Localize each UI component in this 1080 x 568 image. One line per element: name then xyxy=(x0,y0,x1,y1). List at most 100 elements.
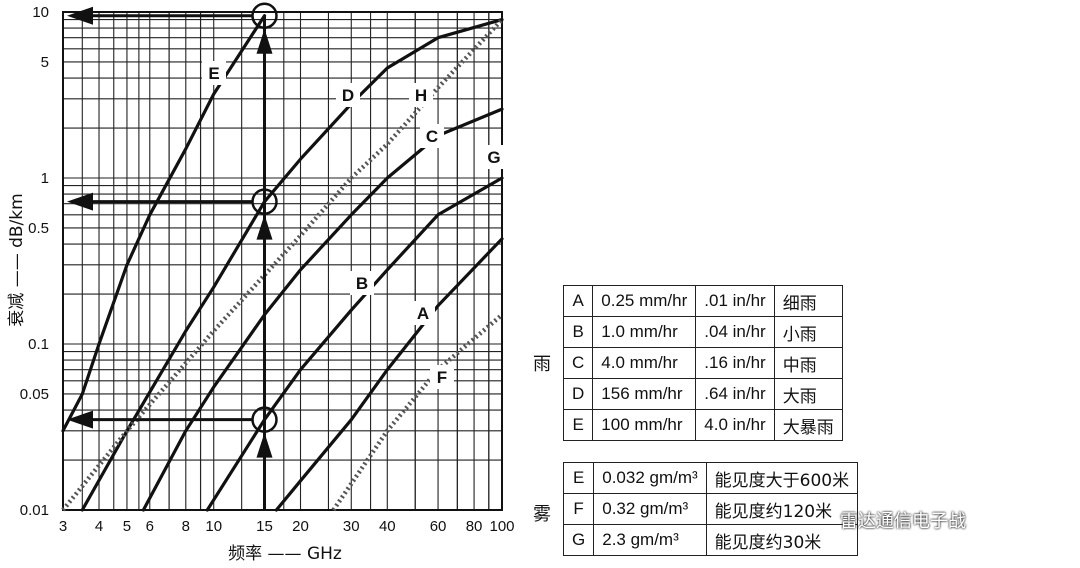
table-cell: 0.25 mm/hr xyxy=(592,285,697,317)
x-tick-label: 40 xyxy=(379,518,396,535)
x-tick-label: 10 xyxy=(205,518,222,535)
curve-d xyxy=(80,18,504,512)
curve-a xyxy=(274,237,504,512)
table-cell: A xyxy=(562,285,594,317)
marker-circle xyxy=(251,188,278,215)
table-cell: F xyxy=(562,493,595,525)
table-cell: E xyxy=(562,409,594,441)
table-cell: 156 mm/hr xyxy=(592,378,697,410)
curve-e xyxy=(61,14,267,433)
table-cell: 100 mm/hr xyxy=(592,409,697,441)
curve-label-g: G xyxy=(487,148,500,167)
curve-label-a: A xyxy=(417,304,429,323)
chart-curve-labels: E D H C G B A F xyxy=(202,61,506,389)
table-cell: 大雨 xyxy=(773,378,843,410)
curve-label-c: C xyxy=(426,127,438,146)
curve-label-d: D xyxy=(342,86,354,105)
table-cell: D xyxy=(562,378,594,410)
table-row: G 2.3 gm/m³ 能见度约30米 xyxy=(562,524,859,556)
table-row: C 4.0 mm/hr .16 in/hr 中雨 xyxy=(562,347,843,379)
curve-label-bg xyxy=(420,124,444,148)
table-cell: 能见度约30米 xyxy=(705,524,859,556)
y-tick-label: 0.1 xyxy=(28,336,49,353)
x-tick-label: 3 xyxy=(59,518,67,535)
curve-label-bg xyxy=(350,271,374,295)
table-row: E 100 mm/hr 4.0 in/hr 大暴雨 xyxy=(562,409,843,441)
up-arrow-icon xyxy=(256,432,273,458)
table-cell: 中雨 xyxy=(773,347,843,379)
table-cell: .01 in/hr xyxy=(695,285,775,317)
y-tick-label: 5 xyxy=(41,54,49,71)
table-cell: 1.0 mm/hr xyxy=(592,316,697,348)
x-tick-label: 8 xyxy=(182,518,190,535)
left-arrow-icon xyxy=(67,192,93,211)
curve-c xyxy=(141,107,504,512)
table-cell: C xyxy=(562,347,594,379)
curve-label-bg xyxy=(411,301,435,325)
up-arrow-icon xyxy=(256,28,273,54)
left-arrow-icon xyxy=(67,410,93,429)
curve-label-bg xyxy=(336,83,360,107)
table-cell: E xyxy=(562,462,595,494)
curve-label-b: B xyxy=(356,274,368,293)
curve-label-h: H xyxy=(415,86,427,105)
table-cell: .04 in/hr xyxy=(695,316,775,348)
table-row: F 0.32 gm/m³ 能见度约120米 xyxy=(562,493,859,525)
curve-label-bg xyxy=(409,83,433,107)
x-tick-label: 60 xyxy=(430,518,447,535)
curve-label-bg xyxy=(482,145,506,169)
table-cell: 能见度大于600米 xyxy=(705,462,859,494)
table-row: A 0.25 mm/hr .01 in/hr 细雨 xyxy=(562,285,843,317)
table-cell: .64 in/hr xyxy=(695,378,775,410)
x-tick-label: 100 xyxy=(489,518,514,535)
y-tick-label: 1 xyxy=(41,170,49,187)
rain-group-label: 雨 xyxy=(533,354,551,375)
table-cell: 能见度约120米 xyxy=(705,493,859,525)
watermark: 雷达通信电子战 xyxy=(840,511,966,532)
table-cell: 小雨 xyxy=(773,316,843,348)
fog-table: E 0.032 gm/m³ 能见度大于600米 F 0.32 gm/m³ 能见度约120米… xyxy=(562,462,859,556)
table-cell: 0.032 gm/m³ xyxy=(593,462,707,494)
chart-annotations xyxy=(67,2,278,510)
table-row: E 0.032 gm/m³ 能见度大于600米 xyxy=(562,462,859,494)
y-tick-label: 0.05 xyxy=(20,386,49,403)
up-arrow-icon xyxy=(256,214,273,240)
y-tick-label: 0.5 xyxy=(28,220,49,237)
fog-group-label: 雾 xyxy=(533,504,551,525)
plot-frame xyxy=(62,11,503,511)
curve-label-bg xyxy=(202,61,226,85)
x-tick-label: 20 xyxy=(292,518,309,535)
table-cell: 0.32 gm/m³ xyxy=(593,493,707,525)
x-tick-label: 30 xyxy=(343,518,360,535)
table-cell: B xyxy=(562,316,594,348)
left-arrow-icon xyxy=(67,6,93,25)
table-cell: .16 in/hr xyxy=(695,347,775,379)
x-tick-label: 80 xyxy=(466,518,483,535)
table-row: D 156 mm/hr .64 in/hr 大雨 xyxy=(562,378,843,410)
y-axis-title: 衰减 —— dB/km xyxy=(7,193,27,326)
x-axis-title: 频率 —— GHz xyxy=(228,544,342,564)
curve-label-bg xyxy=(430,365,454,389)
x-tick-label: 6 xyxy=(146,518,154,535)
x-tick-label: 15 xyxy=(256,518,273,535)
rain-table: A 0.25 mm/hr .01 in/hr 细雨 B 1.0 mm/hr .04 in/h… xyxy=(562,285,843,441)
y-tick-label: 0.01 xyxy=(20,502,49,519)
marker-circle xyxy=(251,406,278,433)
table-cell: 4.0 mm/hr xyxy=(592,347,697,379)
table-cell: 2.3 gm/m³ xyxy=(593,524,707,556)
chart-curves xyxy=(61,14,504,512)
y-tick-label: 10 xyxy=(32,4,49,21)
table-cell: 大暴雨 xyxy=(773,409,843,441)
table-cell: 细雨 xyxy=(773,285,843,317)
x-tick-label: 5 xyxy=(123,518,131,535)
table-row: B 1.0 mm/hr .04 in/hr 小雨 xyxy=(562,316,843,348)
marker-circle xyxy=(251,2,278,29)
curve-label-e: E xyxy=(208,64,219,83)
x-tick-label: 4 xyxy=(95,518,103,535)
curve-label-f: F xyxy=(437,368,447,387)
table-cell: 4.0 in/hr xyxy=(695,409,775,441)
curve-g xyxy=(61,18,504,512)
table-cell: G xyxy=(562,524,595,556)
